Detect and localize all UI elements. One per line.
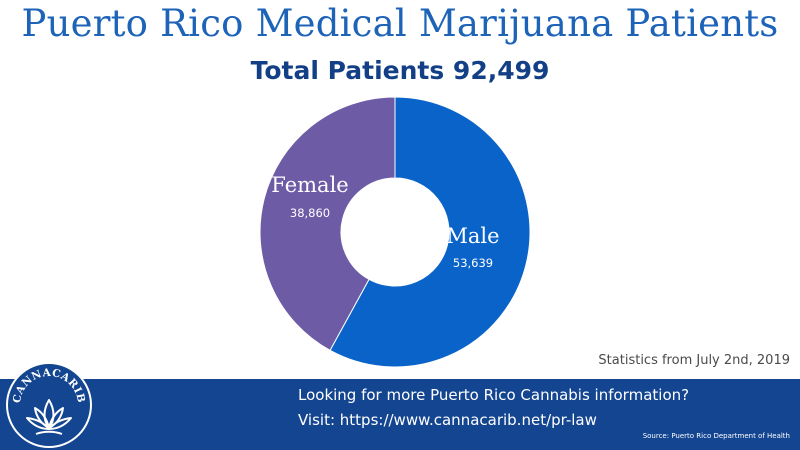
source-note: Source: Puerto Rico Department of Health <box>642 432 790 440</box>
donut-chart: Male 53,639 Female 38,860 <box>259 96 531 368</box>
page-title: Puerto Rico Medical Marijuana Patients <box>21 2 779 45</box>
total-patients-subtitle: Total Patients 92,499 <box>250 56 550 85</box>
slice-label-male: Male <box>446 224 499 248</box>
lotus-leaf-icon <box>26 399 72 435</box>
slice-label-female: Female <box>271 173 348 197</box>
slice-female <box>259 96 396 352</box>
slice-value-male: 53,639 <box>453 256 493 270</box>
slice-male <box>329 96 531 368</box>
info-banner <box>0 379 800 450</box>
banner-link-text[interactable]: Visit: https://www.cannacarib.net/pr-law <box>298 411 597 429</box>
statistics-date-note: Statistics from July 2nd, 2019 <box>598 353 790 368</box>
banner-info-text: Looking for more Puerto Rico Cannabis in… <box>298 386 690 404</box>
slice-value-female: 38,860 <box>290 206 330 220</box>
cannacarib-logo: CANNACARIB <box>6 362 92 448</box>
